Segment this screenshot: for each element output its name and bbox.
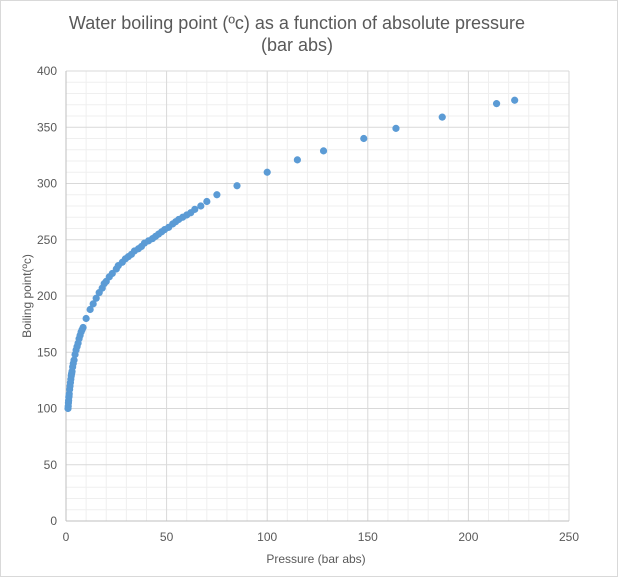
y-tick-labels: 0 50 100 150 200 250 300 350 400	[37, 64, 57, 528]
chart-title-line-1: Water boiling point (ºc) as a function o…	[69, 13, 525, 33]
y-tick-label: 300	[37, 177, 57, 191]
data-point	[438, 113, 446, 121]
data-point	[92, 294, 100, 302]
data-point	[492, 100, 501, 108]
data-point	[511, 96, 519, 104]
x-axis-title: Pressure (bar abs)	[266, 552, 365, 566]
data-point	[89, 300, 97, 308]
x-tick-label: 150	[358, 530, 378, 544]
data-point	[319, 147, 328, 155]
data-point	[293, 156, 301, 164]
y-axis-title: Boiling point(ºc)	[20, 254, 34, 338]
x-tick-label: 50	[160, 530, 174, 544]
y-tick-label: 400	[37, 64, 57, 78]
chart-title-line-2: (bar abs)	[261, 35, 333, 55]
data-point	[191, 205, 199, 213]
data-point	[392, 124, 400, 132]
x-tick-labels: 0 50 100 150 200 250	[63, 530, 580, 544]
x-tick-label: 100	[257, 530, 277, 544]
y-tick-label: 100	[37, 402, 57, 416]
y-tick-label: 350	[37, 120, 57, 134]
x-tick-label: 200	[458, 530, 478, 544]
data-point	[86, 305, 94, 314]
x-tick-label: 0	[63, 530, 70, 544]
y-tick-label: 50	[44, 458, 58, 472]
data-point	[82, 314, 90, 323]
data-point	[213, 191, 221, 199]
data-points	[64, 96, 519, 413]
data-point	[203, 197, 211, 206]
data-point	[263, 168, 271, 176]
y-tick-label: 150	[37, 345, 57, 359]
data-point	[197, 202, 205, 210]
y-tick-label: 250	[37, 233, 57, 247]
y-tick-label: 200	[37, 289, 57, 303]
data-point	[233, 182, 241, 190]
y-tick-label: 0	[50, 514, 57, 528]
data-point	[79, 323, 87, 332]
data-point	[360, 134, 368, 143]
major-gridlines	[66, 70, 570, 521]
data-point	[70, 356, 78, 364]
x-tick-label: 250	[559, 530, 579, 544]
